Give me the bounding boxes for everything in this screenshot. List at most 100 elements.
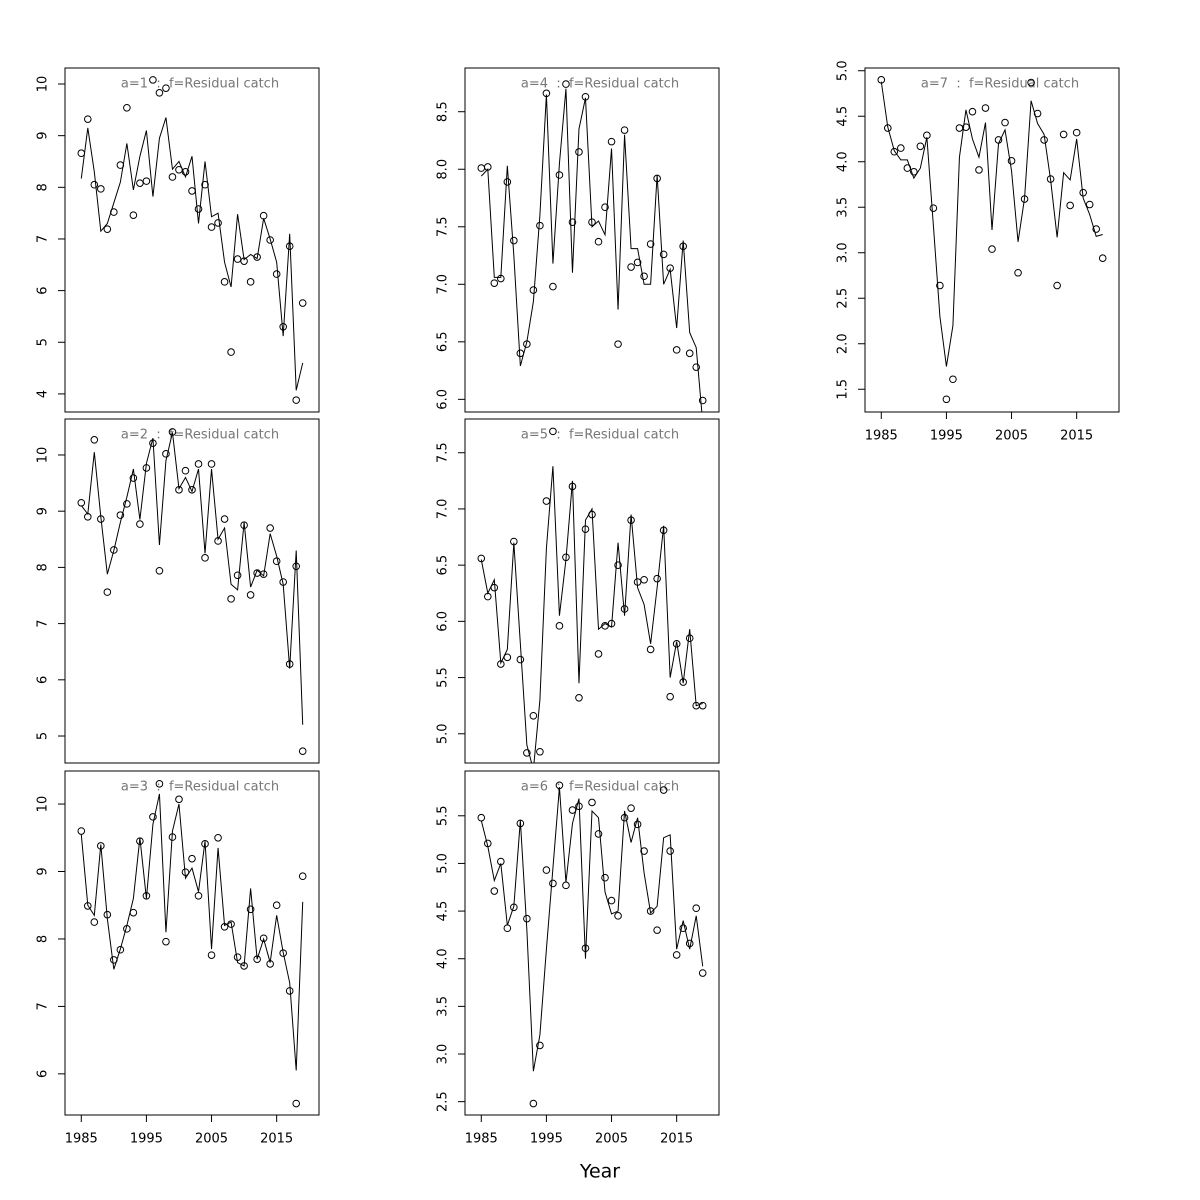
point <box>568 218 577 226</box>
plot-frame <box>464 418 720 764</box>
x-tick-label: 1985 <box>65 1132 98 1147</box>
point <box>607 896 616 905</box>
point <box>594 650 603 658</box>
point <box>490 279 499 287</box>
y-tick-label: 10 <box>36 796 51 813</box>
point <box>936 281 944 290</box>
point <box>529 1099 538 1108</box>
point <box>1014 268 1022 277</box>
panel-title: a=7 : f=Residual catch <box>921 77 1079 92</box>
point <box>207 460 216 468</box>
point <box>549 427 557 436</box>
panel: a=3 : f=Residual catch 6 7 8 9 10 1985 1995 2005… <box>36 770 320 1147</box>
point <box>607 137 616 146</box>
fit-line <box>880 81 1103 367</box>
point <box>916 142 925 151</box>
y-tick-label: 7.5 <box>436 216 451 237</box>
point <box>1053 281 1061 290</box>
point <box>129 211 138 220</box>
point <box>123 500 131 508</box>
panel: a=5 : f=Residual catch 5.0 5.5 6.0 6.5 7.0 7.5 <box>436 418 720 764</box>
point <box>503 924 512 933</box>
point <box>692 363 701 371</box>
y-tick-label: 3.5 <box>436 996 451 1017</box>
y-tick-label: 2.5 <box>436 1091 451 1112</box>
point <box>155 88 164 97</box>
point <box>129 474 138 482</box>
x-tick-label: 2005 <box>995 429 1028 444</box>
y-tick-label: 3.0 <box>436 1044 451 1065</box>
x-axis-label: Year <box>579 1161 620 1183</box>
point <box>77 827 86 835</box>
point <box>653 574 661 583</box>
panel-title: a=1 : f=Residual catch <box>121 77 279 92</box>
y-tick-label: 5 <box>36 732 51 740</box>
plot-frame <box>464 67 720 413</box>
point <box>601 203 609 212</box>
point <box>259 570 268 578</box>
point <box>214 219 222 227</box>
panel: a=4 : f=Residual catch 6.0 6.5 7.0 7.5 8.0 8.5 <box>436 67 720 413</box>
x-tick-label: 2005 <box>195 1132 228 1147</box>
point <box>155 780 164 788</box>
point <box>227 595 235 603</box>
x-tick-label: 1995 <box>130 1132 163 1147</box>
point <box>516 655 525 664</box>
point <box>679 924 687 933</box>
point <box>614 561 622 569</box>
point <box>194 205 203 213</box>
point <box>890 147 899 156</box>
point <box>149 76 157 84</box>
point <box>123 103 131 112</box>
point <box>962 123 970 131</box>
point <box>594 830 603 838</box>
point <box>614 912 622 920</box>
point <box>640 272 648 281</box>
point <box>1066 201 1074 210</box>
point <box>103 588 112 596</box>
point <box>601 873 609 882</box>
y-tick-label: 5.0 <box>436 853 451 874</box>
point <box>214 833 222 842</box>
y-tick-label: 1.5 <box>836 379 851 400</box>
panel-title: a=5 : f=Residual catch <box>521 428 679 443</box>
y-tick-label: 8.0 <box>436 159 451 180</box>
point <box>542 497 551 505</box>
point <box>162 84 170 92</box>
y-tick-label: 2.5 <box>836 288 851 309</box>
y-tick-label: 7.0 <box>436 499 451 520</box>
point <box>168 173 177 181</box>
point <box>181 466 190 475</box>
point <box>975 166 983 174</box>
point <box>692 904 701 913</box>
point <box>1001 118 1009 127</box>
point <box>568 806 577 814</box>
fit-line <box>480 88 703 412</box>
point <box>188 486 196 494</box>
point <box>220 278 229 286</box>
point <box>90 180 99 189</box>
point <box>240 521 248 530</box>
point <box>233 255 242 263</box>
point <box>1059 130 1068 139</box>
point <box>227 348 235 356</box>
point <box>575 693 583 702</box>
x-tick-label: 2015 <box>260 1132 293 1147</box>
point <box>942 395 951 404</box>
point <box>162 450 170 458</box>
x-tick-label: 2005 <box>595 1132 628 1147</box>
y-tick-label: 4 <box>36 390 51 398</box>
point <box>698 396 707 405</box>
point <box>477 813 486 822</box>
fit-line <box>80 117 304 391</box>
y-tick-label: 7 <box>36 619 51 627</box>
panel: a=1 : f=Residual catch 4 5 6 7 8 9 10 <box>36 67 320 413</box>
point <box>103 225 112 233</box>
y-tick-label: 8.5 <box>436 101 451 122</box>
point <box>646 240 655 248</box>
point <box>155 566 164 575</box>
point <box>529 711 538 720</box>
point <box>292 1099 301 1108</box>
x-tick-label: 2015 <box>660 1132 693 1147</box>
